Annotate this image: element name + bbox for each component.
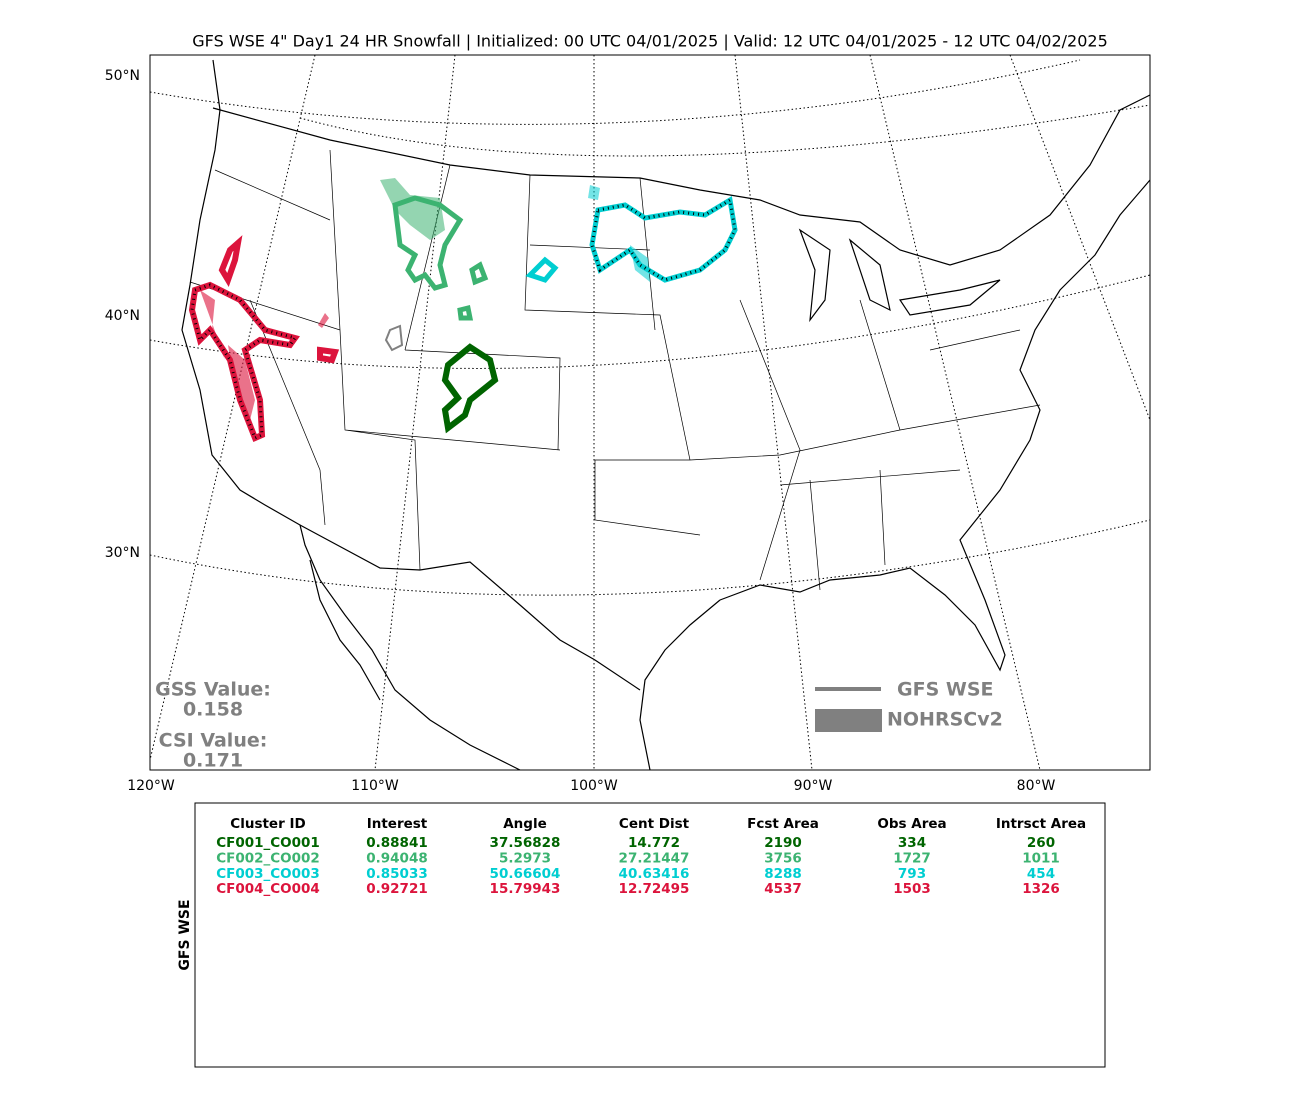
obs-area xyxy=(200,290,255,420)
graticule xyxy=(734,55,813,770)
obs-area xyxy=(318,313,329,328)
state-lines xyxy=(189,149,1041,591)
table-cell: 0.92721 xyxy=(366,881,428,897)
table-cell: CF002_CO002 xyxy=(216,850,320,866)
table-cell: 40.63416 xyxy=(619,866,690,882)
table-cell: 0.94048 xyxy=(366,850,428,866)
legend-label: GFS WSE xyxy=(897,679,994,701)
table-header: Fcst Area xyxy=(747,816,819,832)
table-cell: 0.85033 xyxy=(366,866,428,882)
fcst-outline xyxy=(525,195,738,283)
fcst-outline xyxy=(188,235,340,442)
table-cell: 1503 xyxy=(893,881,931,897)
table-header: Intrsct Area xyxy=(996,816,1086,832)
lon-label: 80°W xyxy=(1017,778,1056,794)
table-cell: 334 xyxy=(898,835,926,851)
fcst-outline xyxy=(441,343,499,434)
lat-label: 50°N xyxy=(105,68,140,84)
lon-label: 90°W xyxy=(794,778,833,794)
table-header: Obs Area xyxy=(877,816,946,832)
table-cell: 4537 xyxy=(764,881,802,897)
table-header: Interest xyxy=(367,816,428,832)
table-cell: 37.56828 xyxy=(490,835,561,851)
lon-label: 100°W xyxy=(570,778,618,794)
table-cell: 27.21447 xyxy=(619,850,690,866)
table-header: Cluster ID xyxy=(230,816,305,832)
table-cell: 8288 xyxy=(764,866,802,882)
map-frame xyxy=(149,54,1151,771)
table-cell: CF004_CO004 xyxy=(216,881,320,897)
table-cell: 14.772 xyxy=(628,835,680,851)
legend-label: NOHRSCv2 xyxy=(887,709,1003,731)
table-header: Angle xyxy=(503,816,547,832)
obs-area xyxy=(380,178,445,240)
table-cell: 2190 xyxy=(764,835,802,851)
lat-label: 30°N xyxy=(105,545,140,561)
table-cell: 5.2973 xyxy=(499,850,551,866)
fcst-outline xyxy=(392,195,489,321)
border xyxy=(212,94,1150,266)
table-cell: 793 xyxy=(898,866,926,882)
great-lakes xyxy=(798,228,1001,323)
score-label: CSI Value: xyxy=(159,730,268,752)
fcst-dots xyxy=(190,283,298,440)
clusters xyxy=(188,178,738,442)
graticule xyxy=(299,104,1150,157)
fcst-outline xyxy=(384,324,404,352)
lon-label: 120°W xyxy=(127,778,175,794)
table-header: Cent Dist xyxy=(619,816,690,832)
map: GFS WSE NOHRSCv2 GSS Value: 0.158 CSI Va… xyxy=(149,54,1151,772)
coastline xyxy=(181,59,1150,770)
table-cell: 454 xyxy=(1027,866,1055,882)
lat-label: 40°N xyxy=(105,308,140,324)
table-frame xyxy=(194,802,1106,1068)
legend-swatch xyxy=(815,709,882,732)
table-side-label: GFS WSE xyxy=(177,899,193,970)
table-cell: CF001_CO001 xyxy=(216,835,320,851)
table-cell: 3756 xyxy=(764,850,802,866)
score-label: GSS Value: xyxy=(155,679,271,701)
border xyxy=(299,524,641,691)
table-cell: 260 xyxy=(1027,835,1055,851)
graticule xyxy=(150,59,1081,125)
table-cell: CF003_CO003 xyxy=(216,866,320,882)
table-cell: 15.79943 xyxy=(490,881,561,897)
graticule xyxy=(150,519,1150,596)
table-cell: 12.72495 xyxy=(619,881,690,897)
score-value: 0.158 xyxy=(183,699,243,721)
score-value: 0.171 xyxy=(183,750,243,772)
graticule xyxy=(1009,55,1150,421)
table-cell: 1326 xyxy=(1022,881,1060,897)
title: GFS WSE 4" Day1 24 HR Snowfall | Initial… xyxy=(192,32,1108,51)
table-cell: 1011 xyxy=(1022,850,1060,866)
table-cell: 0.88841 xyxy=(366,835,428,851)
graticule xyxy=(150,274,1150,369)
graticule xyxy=(150,55,316,761)
lon-label: 110°W xyxy=(351,778,399,794)
graticule xyxy=(869,55,1041,770)
table-cell: 50.66604 xyxy=(490,866,561,882)
table-cell: 1727 xyxy=(893,850,931,866)
